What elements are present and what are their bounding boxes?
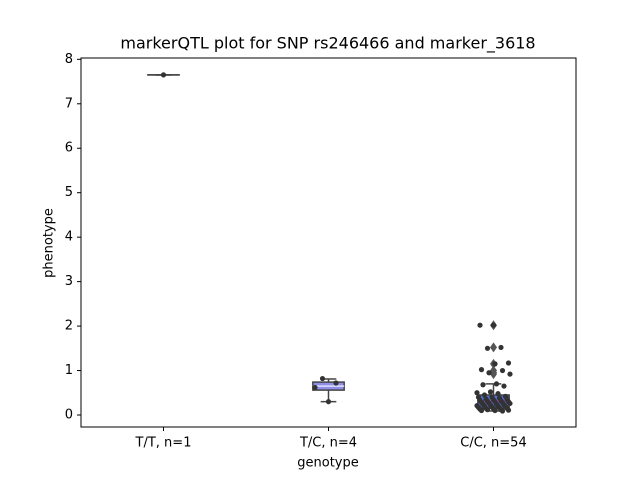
- point: [484, 407, 491, 413]
- point: [505, 360, 512, 366]
- x-tick-label: T/T, n=1: [135, 436, 192, 451]
- y-tick-label: 7: [65, 96, 73, 111]
- y-tick-label: 0: [65, 407, 73, 422]
- x-axis-label: genotype: [297, 456, 358, 471]
- outlier: [490, 369, 497, 380]
- y-axis-label: phenotype: [42, 208, 57, 278]
- y-tick-label: 3: [65, 274, 73, 289]
- point: [501, 383, 507, 389]
- point: [481, 392, 488, 398]
- point: [474, 390, 480, 396]
- point: [486, 370, 492, 376]
- point: [325, 399, 332, 405]
- y-tick-label: 8: [65, 52, 73, 67]
- point: [484, 345, 491, 351]
- point: [492, 361, 498, 367]
- y-tick-label: 5: [65, 185, 73, 200]
- y-tick-label: 4: [65, 230, 73, 245]
- point: [478, 367, 485, 373]
- point: [333, 380, 339, 386]
- x-tick-label: T/C, n=4: [299, 436, 357, 451]
- plot-frame: [80, 57, 577, 428]
- point: [495, 391, 501, 397]
- point: [160, 72, 167, 78]
- point: [490, 322, 497, 328]
- y-tick-label: 6: [65, 141, 73, 156]
- point: [478, 407, 485, 414]
- y-tick-label: 1: [65, 363, 73, 378]
- point: [487, 389, 494, 395]
- point: [492, 407, 498, 414]
- point: [505, 407, 512, 413]
- chart-title: markerQTL plot for SNP rs246466 and mark…: [120, 34, 535, 54]
- point: [319, 375, 326, 382]
- outlier: [490, 342, 497, 353]
- point: [480, 382, 486, 388]
- point: [498, 344, 504, 351]
- y-tick-label: 2: [65, 319, 73, 334]
- point: [507, 400, 513, 407]
- x-tick-label: C/C, n=54: [460, 436, 526, 451]
- point: [312, 384, 318, 391]
- point: [507, 371, 513, 377]
- point: [499, 367, 506, 374]
- point: [499, 408, 506, 414]
- point: [493, 381, 500, 387]
- point: [477, 322, 483, 328]
